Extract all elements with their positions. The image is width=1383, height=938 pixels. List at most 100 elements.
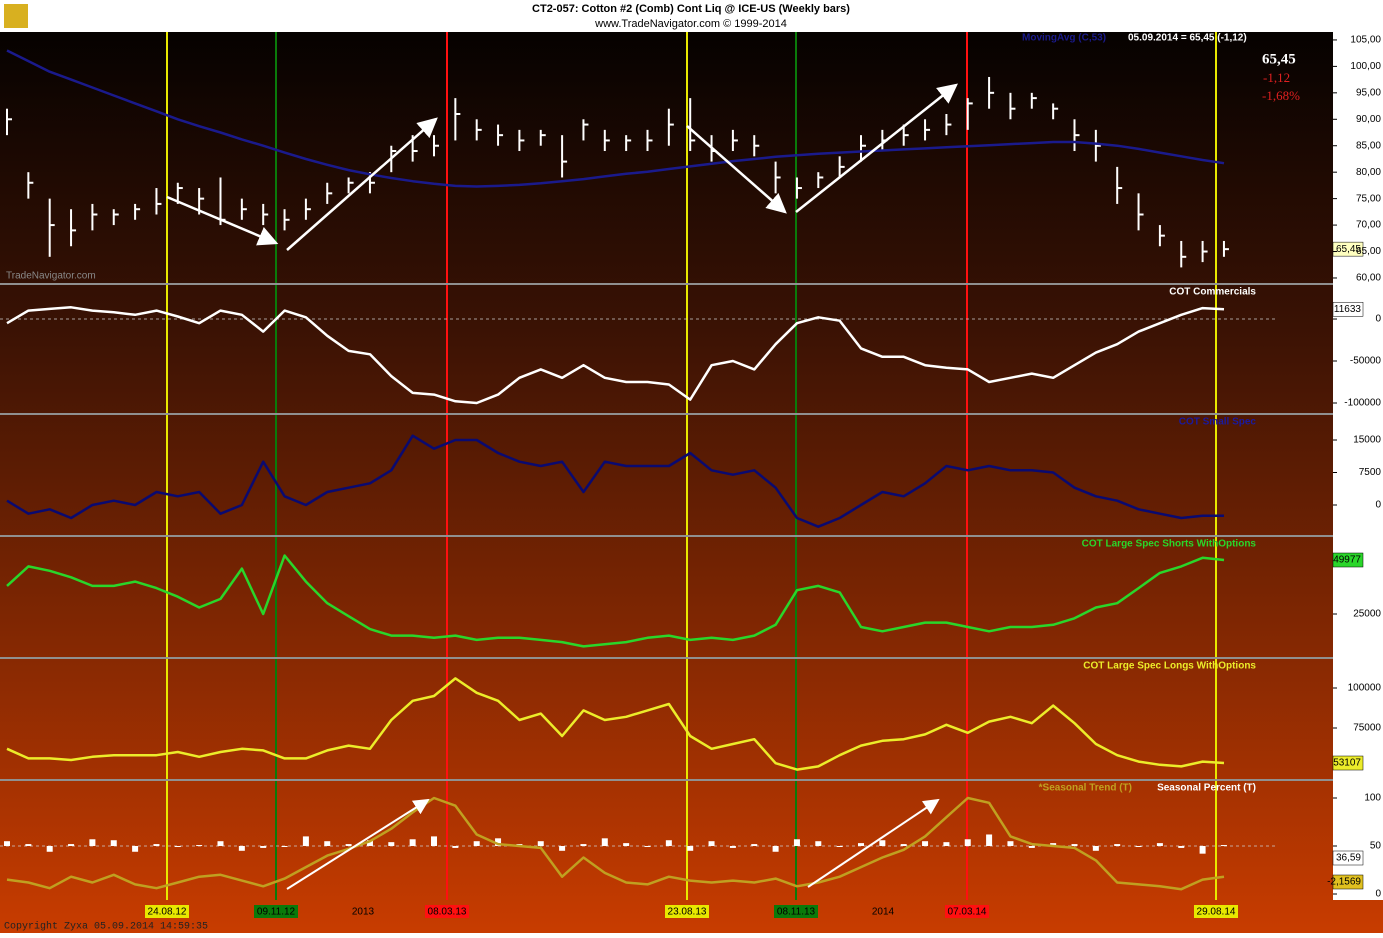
series-line <box>6 554 1225 648</box>
bar <box>174 845 181 847</box>
arrow <box>686 125 787 214</box>
bar <box>815 841 822 846</box>
panel-title: COT Large Spec Longs WithOptions <box>1083 661 1256 672</box>
bar <box>495 838 502 846</box>
last-value-tag-bg <box>1332 301 1364 317</box>
change: -1,12 <box>1263 70 1290 85</box>
bar <box>729 845 736 848</box>
watermark: TradeNavigator.com <box>6 271 96 282</box>
y-tick-label: 0 <box>1375 889 1381 900</box>
y-tick-label: 25000 <box>1353 609 1381 620</box>
arrow <box>795 83 958 213</box>
arrow <box>807 798 940 888</box>
x-tick-label: 2013 <box>352 907 375 918</box>
bar <box>1050 843 1057 846</box>
y-tick-label: 100 <box>1364 793 1381 804</box>
bar <box>601 838 608 846</box>
last-value-tag: 65,45 <box>1336 244 1361 255</box>
last-value-tag: 11633 <box>1334 304 1362 315</box>
panel-separator <box>0 779 1333 781</box>
y-tick-label: 75,00 <box>1356 193 1381 204</box>
y-tick-label: 0 <box>1375 500 1381 511</box>
bar <box>1028 845 1035 848</box>
logo <box>4 4 28 28</box>
bar <box>25 844 32 846</box>
bar <box>281 845 288 847</box>
bar <box>879 840 886 846</box>
panel-title: COT Small Spec <box>1179 417 1257 428</box>
bar <box>302 836 309 846</box>
y-tick-label: -100000 <box>1344 398 1381 409</box>
bar <box>132 845 139 852</box>
bar <box>196 845 203 847</box>
bar <box>46 845 53 852</box>
bar <box>1199 845 1206 854</box>
footer: Copyright Zyxa 05.09.2014 14:59:35 <box>4 921 208 933</box>
bar <box>687 845 694 851</box>
y-tick-label: 70,00 <box>1356 220 1381 231</box>
bar <box>324 841 331 846</box>
date-label-bg <box>145 905 189 918</box>
bar <box>964 839 971 846</box>
bar <box>1092 845 1099 851</box>
bar <box>1156 843 1163 846</box>
last-value-tag-bg <box>1332 755 1364 771</box>
x-tick-label: 07.03.14 <box>948 907 987 918</box>
bar <box>473 841 480 846</box>
bar <box>388 842 395 846</box>
series-line <box>6 796 1225 891</box>
y-tick-label: 75000 <box>1353 723 1381 734</box>
y-tick-label: 0 <box>1375 314 1381 325</box>
quote: 05.09.2014 = 65,45 (-1,12) <box>1128 33 1247 44</box>
x-tick-label: 2014 <box>872 907 895 918</box>
last-value-tag: 53107 <box>1333 758 1361 769</box>
x-tick-label: 08.11.13 <box>777 907 816 918</box>
legend-entry: MovingAvg (C,53) <box>1022 33 1106 44</box>
y-tick-label: 85,00 <box>1356 140 1381 151</box>
right-axis <box>1333 32 1383 900</box>
y-tick-label: 65,00 <box>1356 246 1381 257</box>
bar <box>68 844 75 846</box>
last-price: 65,45 <box>1262 51 1296 67</box>
last-value-tag-bg <box>1332 850 1364 866</box>
bar <box>559 845 566 851</box>
last-value-tag-bg <box>1332 874 1364 890</box>
panel-separator <box>0 657 1333 659</box>
y-tick-label: 95,00 <box>1356 87 1381 98</box>
date-label-bg <box>425 905 469 918</box>
date-label-bg <box>665 905 709 918</box>
panel-separator <box>0 283 1333 285</box>
bar <box>260 845 267 848</box>
bar <box>858 843 864 846</box>
arrow <box>166 195 279 246</box>
last-value-tag: 36,59 <box>1336 853 1361 864</box>
bar <box>89 839 96 846</box>
y-tick-label: 105,00 <box>1350 35 1381 46</box>
bar <box>1135 845 1142 847</box>
bar <box>1114 844 1121 846</box>
panel-title: COT Large Spec Shorts WithOptions <box>1082 539 1257 550</box>
y-tick-label: 50 <box>1370 841 1382 852</box>
bar <box>1071 844 1078 846</box>
bar <box>452 845 459 848</box>
y-tick-label: 90,00 <box>1356 114 1381 125</box>
bar <box>238 845 245 851</box>
bar <box>1178 845 1185 848</box>
x-tick-label: 29.08.14 <box>1197 907 1236 918</box>
series-line <box>6 306 1225 405</box>
y-tick-label: 100000 <box>1348 683 1382 694</box>
bar <box>836 845 843 847</box>
series-line <box>6 677 1225 771</box>
bar <box>1007 841 1014 846</box>
bar <box>409 839 416 846</box>
x-tick-label: 23.08.13 <box>668 907 707 918</box>
panel-title: COT Commercials <box>1169 287 1256 298</box>
series-line <box>6 49 1225 188</box>
legend-entry: Seasonal Percent (T) <box>1157 783 1256 794</box>
y-tick-label: 80,00 <box>1356 167 1381 178</box>
y-tick-label: 7500 <box>1359 467 1382 478</box>
bar <box>366 840 373 846</box>
bar <box>431 836 437 846</box>
